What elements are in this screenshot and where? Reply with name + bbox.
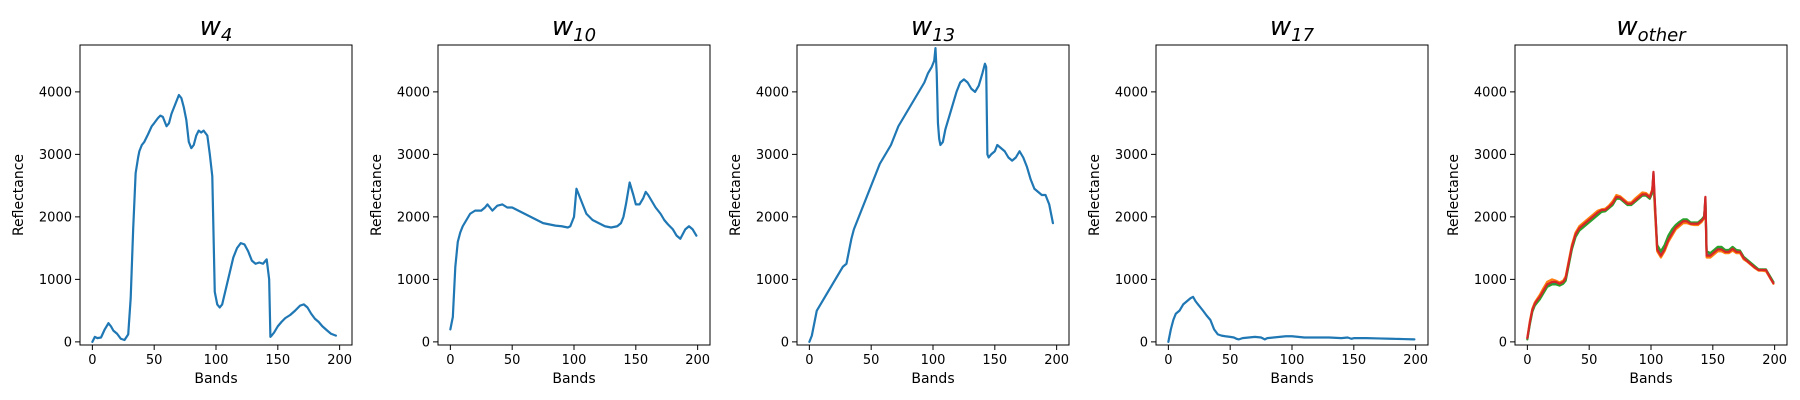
title-subscript: 13 bbox=[932, 25, 955, 46]
x-axis-label: Bands bbox=[194, 371, 237, 387]
y-tick-label: 1000 bbox=[756, 273, 789, 288]
series-line-1 bbox=[1167, 295, 1416, 343]
x-tick-label: 50 bbox=[504, 353, 521, 368]
panel-title: w17 bbox=[1270, 12, 1315, 46]
panel-title: w10 bbox=[552, 12, 596, 46]
panel-title: w13 bbox=[911, 12, 955, 46]
y-axis-label: Reflectance bbox=[11, 154, 27, 236]
x-tick-label: 150 bbox=[1341, 353, 1366, 368]
x-tick-label: 50 bbox=[146, 353, 163, 368]
title-subscript: 4 bbox=[221, 25, 232, 46]
x-tick-label: 0 bbox=[1164, 353, 1172, 368]
x-tick-label: 0 bbox=[446, 353, 454, 368]
x-axis-label: Bands bbox=[1629, 371, 1672, 387]
series-line-3 bbox=[1526, 178, 1775, 341]
y-tick-label: 2000 bbox=[756, 210, 789, 225]
title-subscript: other bbox=[1638, 25, 1688, 46]
y-tick-label: 0 bbox=[64, 335, 72, 350]
y-tick-label: 3000 bbox=[1474, 148, 1507, 163]
x-tick-label: 150 bbox=[982, 353, 1007, 368]
title-main: w bbox=[1270, 12, 1292, 42]
title-main: w bbox=[911, 12, 933, 42]
x-axis-label: Bands bbox=[1270, 371, 1313, 387]
y-tick-label: 0 bbox=[1140, 335, 1148, 350]
y-tick-label: 0 bbox=[422, 335, 430, 350]
x-tick-label: 50 bbox=[863, 353, 880, 368]
y-tick-label: 2000 bbox=[397, 210, 430, 225]
x-tick-label: 150 bbox=[623, 353, 648, 368]
y-tick-label: 0 bbox=[781, 335, 789, 350]
title-main: w bbox=[200, 12, 222, 42]
x-tick-label: 200 bbox=[1403, 353, 1428, 368]
series-line-1 bbox=[449, 181, 698, 331]
x-axis-label: Bands bbox=[552, 371, 595, 387]
x-tick-label: 50 bbox=[1222, 353, 1239, 368]
panel-3: 0 50 100 150 20001000200030004000BandsReflec… bbox=[728, 12, 1070, 387]
y-tick-label: 3000 bbox=[756, 148, 789, 163]
y-tick-label: 3000 bbox=[397, 148, 430, 163]
x-tick-label: 0 bbox=[805, 353, 813, 368]
y-tick-label: 1000 bbox=[1474, 273, 1507, 288]
title-subscript: 10 bbox=[573, 25, 596, 46]
axes-frame bbox=[1155, 44, 1429, 346]
x-tick-label: 150 bbox=[1700, 353, 1725, 368]
series-line-4 bbox=[1526, 170, 1775, 340]
x-tick-label: 150 bbox=[265, 353, 290, 368]
x-tick-label: 100 bbox=[1639, 353, 1664, 368]
y-tick-label: 1000 bbox=[397, 273, 430, 288]
panel-title: w4 bbox=[200, 12, 233, 46]
x-tick-label: 100 bbox=[921, 353, 946, 368]
x-tick-label: 100 bbox=[204, 353, 229, 368]
y-axis-label: Reflectance bbox=[1087, 154, 1103, 236]
y-axis-label: Reflectance bbox=[369, 154, 385, 236]
title-main: w bbox=[1616, 12, 1638, 42]
series-line-2 bbox=[1526, 175, 1775, 339]
y-tick-label: 4000 bbox=[39, 85, 72, 100]
x-tick-label: 200 bbox=[1044, 353, 1069, 368]
panel-title: wother bbox=[1616, 12, 1687, 46]
y-axis-label: Reflectance bbox=[1446, 154, 1462, 236]
x-tick-label: 200 bbox=[685, 353, 710, 368]
series-line-1 bbox=[808, 47, 1055, 343]
y-tick-label: 4000 bbox=[397, 85, 430, 100]
x-tick-label: 0 bbox=[88, 353, 96, 368]
y-tick-label: 4000 bbox=[1474, 85, 1507, 100]
x-tick-label: 0 bbox=[1523, 353, 1531, 368]
y-tick-label: 4000 bbox=[756, 85, 789, 100]
x-tick-label: 200 bbox=[327, 353, 352, 368]
panel-5: 0 50 100 150 20001000200030004000BandsReflec… bbox=[1446, 12, 1788, 387]
x-tick-label: 100 bbox=[562, 353, 587, 368]
axes-frame bbox=[796, 44, 1070, 346]
y-tick-label: 2000 bbox=[39, 210, 72, 225]
title-main: w bbox=[552, 12, 574, 42]
y-tick-label: 1000 bbox=[39, 273, 72, 288]
panel-4: 0 50 100 150 20001000200030004000BandsReflec… bbox=[1087, 12, 1429, 387]
x-tick-label: 50 bbox=[1581, 353, 1598, 368]
x-tick-label: 200 bbox=[1762, 353, 1787, 368]
y-tick-label: 4000 bbox=[1115, 85, 1148, 100]
y-axis-label: Reflectance bbox=[728, 154, 744, 236]
panel-2: 0 50 100 150 20001000200030004000BandsReflec… bbox=[369, 12, 711, 387]
x-tick-label: 100 bbox=[1280, 353, 1305, 368]
y-tick-label: 1000 bbox=[1115, 273, 1148, 288]
y-tick-label: 0 bbox=[1499, 335, 1507, 350]
y-tick-label: 2000 bbox=[1474, 210, 1507, 225]
panel-1: 0 50 100 150 20001000200030004000BandsReflec… bbox=[11, 12, 353, 387]
y-tick-label: 2000 bbox=[1115, 210, 1148, 225]
axes-frame bbox=[437, 44, 711, 346]
y-tick-label: 3000 bbox=[39, 148, 72, 163]
x-axis-label: Bands bbox=[911, 371, 954, 387]
title-subscript: 17 bbox=[1291, 25, 1314, 46]
series-line-1 bbox=[91, 93, 338, 343]
y-tick-label: 3000 bbox=[1115, 148, 1148, 163]
